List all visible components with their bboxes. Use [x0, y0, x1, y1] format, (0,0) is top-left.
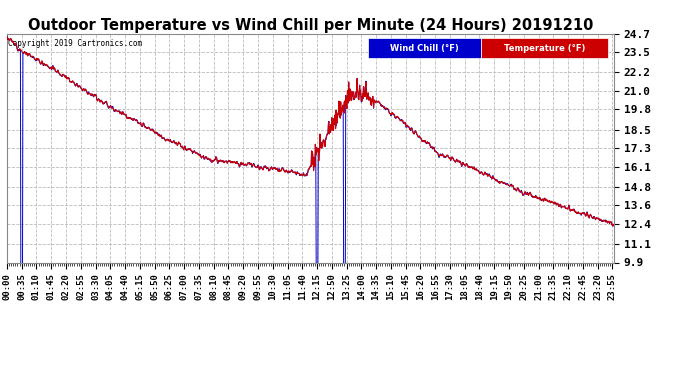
Text: Temperature (°F): Temperature (°F)	[504, 44, 585, 52]
Text: Copyright 2019 Cartronics.com: Copyright 2019 Cartronics.com	[8, 39, 142, 48]
Bar	[368, 38, 480, 58]
Title: Outdoor Temperature vs Wind Chill per Minute (24 Hours) 20191210: Outdoor Temperature vs Wind Chill per Mi…	[28, 18, 593, 33]
Text: Wind Chill (°F): Wind Chill (°F)	[390, 44, 459, 52]
Bar	[480, 38, 608, 58]
